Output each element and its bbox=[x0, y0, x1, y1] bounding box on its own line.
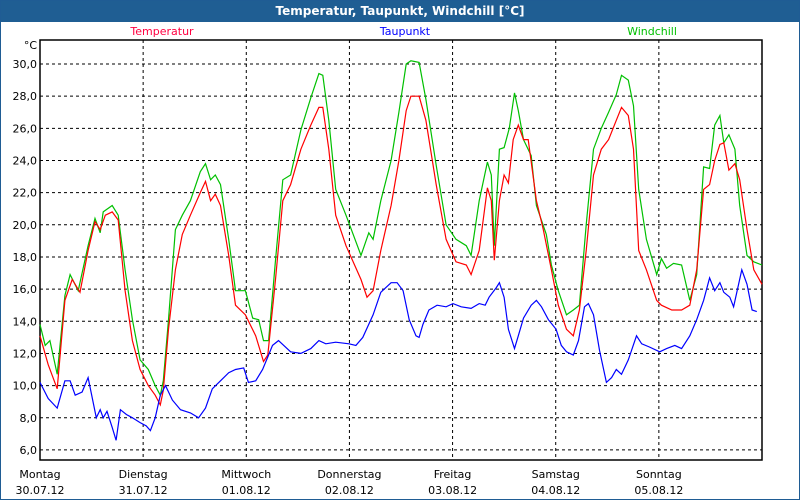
y-tick-label: 16,0 bbox=[13, 283, 38, 296]
y-tick-label: 20,0 bbox=[13, 219, 38, 232]
y-tick-label: 24,0 bbox=[13, 154, 38, 167]
y-axis-label: °C bbox=[24, 39, 38, 52]
x-tick-day-label: Donnerstag bbox=[317, 468, 381, 481]
y-tick-label: 10,0 bbox=[13, 380, 38, 393]
series-line-taupunkt bbox=[39, 267, 757, 441]
window-title: Temperatur, Taupunkt, Windchill [°C] bbox=[1, 1, 799, 22]
y-tick-label: 12,0 bbox=[13, 347, 38, 360]
series-line-temperatur bbox=[39, 95, 763, 407]
series-line-windchill bbox=[39, 60, 763, 397]
x-tick-date-label: 31.07.12 bbox=[119, 484, 168, 497]
y-tick-label: 30,0 bbox=[13, 58, 38, 71]
y-tick-label: 14,0 bbox=[13, 315, 38, 328]
x-tick-day-label: Samstag bbox=[532, 468, 580, 481]
x-tick-day-label: Dienstag bbox=[119, 468, 168, 481]
plot-frame bbox=[39, 39, 763, 461]
x-tick-day-label: Mittwoch bbox=[221, 468, 271, 481]
y-tick-label: 26,0 bbox=[13, 122, 38, 135]
x-tick-date-label: 04.08.12 bbox=[531, 484, 580, 497]
legend-windchill: Windchill bbox=[627, 25, 677, 38]
y-tick-label: 28,0 bbox=[13, 90, 38, 103]
legend-taupunkt: Taupunkt bbox=[379, 25, 431, 38]
x-tick-day-label: Freitag bbox=[434, 468, 472, 481]
x-tick-day-label: Sonntag bbox=[636, 468, 682, 481]
x-tick-date-label: 02.08.12 bbox=[325, 484, 374, 497]
x-tick-date-label: 30.07.12 bbox=[16, 484, 65, 497]
x-tick-date-label: 01.08.12 bbox=[222, 484, 271, 497]
y-tick-label: 6,0 bbox=[20, 444, 38, 457]
x-tick-day-label: Montag bbox=[19, 468, 60, 481]
y-tick-label: 8,0 bbox=[20, 412, 38, 425]
x-tick-date-label: 05.08.12 bbox=[634, 484, 683, 497]
legend-temperatur: Temperatur bbox=[129, 25, 194, 38]
y-tick-label: 22,0 bbox=[13, 187, 38, 200]
x-tick-date-label: 03.08.12 bbox=[428, 484, 477, 497]
y-tick-label: 18,0 bbox=[13, 251, 38, 264]
